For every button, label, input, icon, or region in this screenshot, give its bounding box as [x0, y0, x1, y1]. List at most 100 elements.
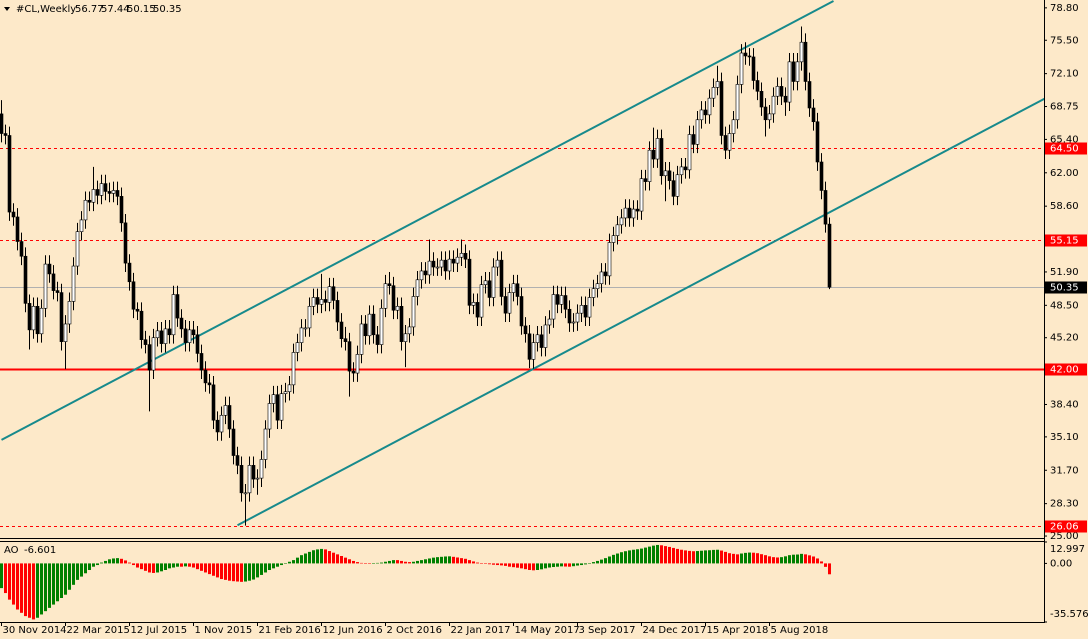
menu-arrow[interactable]: [4, 7, 10, 11]
candle-body: [143, 339, 148, 345]
y-tick-label: 35.10: [1050, 432, 1079, 443]
ao-bar: [288, 561, 291, 564]
x-tick-label: 12 Jun 2016: [323, 625, 383, 636]
ao-bar: [172, 563, 175, 568]
candle-body: [699, 109, 704, 121]
x-tick-label: 14 May 2017: [515, 625, 580, 636]
ao-bar: [168, 563, 171, 569]
candle-body: [291, 352, 296, 386]
candle-body: [139, 310, 144, 340]
candle-body: [351, 370, 356, 374]
candle-body: [459, 252, 464, 258]
ao-bar: [164, 563, 167, 570]
ao-bar: [148, 563, 151, 573]
candle-body: [763, 106, 768, 121]
ao-bar: [268, 563, 271, 570]
candle-body: [327, 286, 332, 303]
ao-bar: [564, 563, 567, 567]
candle-body: [99, 183, 104, 196]
ao-bar: [448, 556, 451, 564]
candle-body: [595, 283, 600, 289]
ao-bar: [264, 563, 267, 573]
candle-body: [555, 294, 560, 305]
ao-bar: [380, 562, 383, 564]
candle-body: [263, 428, 268, 460]
ao-bar: [540, 563, 543, 570]
ao-bar: [556, 563, 559, 567]
candle-body: [631, 208, 636, 219]
ao-bar: [488, 563, 491, 565]
ao-bar: [548, 563, 551, 568]
ao-bar: [604, 558, 607, 564]
ao-bar: [828, 563, 831, 575]
ao-bar: [224, 563, 227, 580]
candle-body: [571, 321, 576, 324]
candle-body: [331, 286, 336, 301]
y-tick-label: 31.70: [1050, 465, 1079, 476]
candle-body: [267, 403, 272, 430]
candle-body: [239, 465, 244, 494]
x-tick-label: 30 Nov 2014: [3, 625, 67, 636]
ao-bar: [296, 557, 299, 564]
candle-body: [23, 255, 28, 304]
candle-body: [119, 196, 124, 224]
ao-bar: [376, 562, 379, 564]
candle-body: [675, 174, 680, 197]
candle-body: [47, 263, 52, 275]
candle-body: [255, 477, 260, 480]
candle-body: [75, 231, 80, 267]
candle-body: [815, 121, 820, 163]
candle-body: [43, 263, 48, 309]
ao-bar: [232, 563, 235, 582]
price-plot: [0, 0, 1044, 527]
y-tick-label: 38.40: [1050, 399, 1079, 410]
ao-bar: [392, 560, 395, 564]
ao-bar: [292, 560, 295, 564]
candle-body: [235, 455, 240, 466]
candle-body: [463, 252, 468, 260]
candle-body: [475, 302, 480, 318]
candle-body: [223, 405, 228, 416]
ao-bar: [600, 559, 603, 564]
candle-body: [379, 307, 384, 345]
ao-bar: [516, 563, 519, 568]
ao-bar: [300, 555, 303, 564]
ao-bar: [192, 563, 195, 568]
ao-bar: [700, 550, 703, 564]
level-label-box: [1045, 520, 1087, 533]
candle-body: [759, 91, 764, 108]
ao-bar: [800, 553, 803, 564]
ao-bar: [424, 559, 427, 564]
ao-bar: [356, 562, 359, 564]
ao-bar: [776, 557, 779, 564]
candle-body: [615, 224, 620, 236]
ao-bar: [124, 560, 127, 564]
indicator-name: AO: [4, 545, 19, 556]
candle-body: [487, 280, 492, 298]
candle-body: [531, 342, 536, 360]
ao-bar: [328, 551, 331, 564]
indicator-header: AO -6.601: [4, 545, 56, 556]
ao-bar: [472, 561, 475, 564]
candle-body: [91, 189, 96, 203]
candle-body: [195, 334, 200, 354]
candle-body: [639, 178, 644, 212]
candle-body: [371, 313, 376, 336]
ao-bar: [320, 548, 323, 564]
candle-body: [15, 216, 20, 242]
ao-bar: [352, 560, 355, 564]
candle-body: [579, 305, 584, 314]
candle-body: [11, 211, 16, 218]
ao-bar: [68, 563, 71, 590]
ao-bar: [796, 554, 799, 564]
level-label-box: [1045, 363, 1087, 376]
candle-body: [583, 305, 588, 318]
ao-bar: [760, 554, 763, 564]
candle-body: [447, 258, 452, 272]
candle-body: [539, 334, 544, 348]
indicator-value: -6.601: [24, 545, 56, 556]
ao-bar: [112, 558, 115, 564]
ao-bar: [688, 550, 691, 564]
level-label: 64.50: [1050, 144, 1079, 155]
ao-bar: [712, 549, 715, 564]
